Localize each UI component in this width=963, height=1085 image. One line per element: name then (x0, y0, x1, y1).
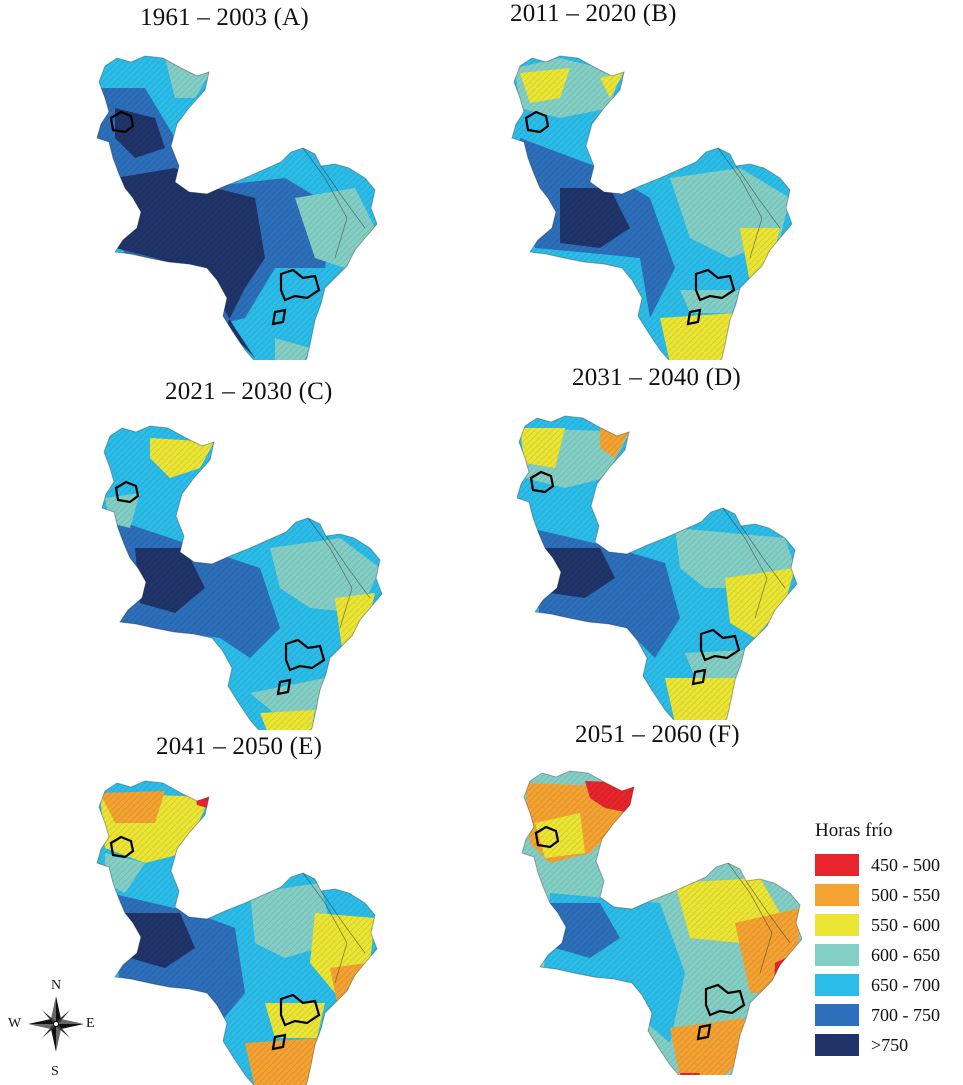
legend-item: 500 - 550 (815, 880, 955, 910)
compass-east-label: E (86, 1016, 95, 1031)
locality-outline (279, 993, 321, 1027)
compass-north-label: N (51, 978, 62, 993)
municipal-boundary (302, 872, 366, 984)
legend-item: >750 (815, 1030, 955, 1060)
legend-item: 450 - 500 (815, 850, 955, 880)
legend-label: 600 - 650 (871, 944, 940, 965)
map-panel-a: 1961 – 2003 (A) (80, 0, 400, 360)
locality-outline (271, 308, 287, 326)
locality-outline (114, 480, 140, 504)
relief-shading (512, 56, 792, 360)
region-map-f (521, 770, 803, 1075)
locality-outline (524, 110, 550, 134)
region-border (96, 55, 378, 360)
legend-swatch (815, 914, 859, 936)
relief-shading (522, 771, 802, 1075)
legend-label: 500 - 550 (871, 884, 940, 905)
legend-swatch (815, 854, 859, 876)
locality-outline (284, 638, 326, 672)
region-border (96, 780, 378, 1085)
panel-title-c: 2021 – 2030 (C) (165, 378, 333, 405)
municipal-boundary (722, 507, 786, 619)
legend-label: 650 - 700 (871, 974, 940, 995)
compass-star-icon (28, 996, 84, 1052)
legend-item: 600 - 650 (815, 940, 955, 970)
locality-outline (696, 1023, 712, 1041)
legend: Horas frío 450 - 500 500 - 550 550 - 600… (815, 820, 955, 1060)
compass-south-label: S (51, 1064, 59, 1079)
legend-label: 550 - 600 (871, 914, 940, 935)
relief-shading (97, 56, 377, 360)
relief-shading (102, 426, 382, 730)
locality-outline (279, 268, 321, 302)
map-panel-b: 2011 – 2020 (B) (495, 0, 815, 360)
municipal-boundary (727, 862, 791, 974)
locality-outline (271, 1033, 287, 1051)
locality-outline (704, 983, 746, 1017)
panel-title-f: 2051 – 2060 (F) (575, 721, 740, 748)
locality-outline (699, 628, 741, 662)
locality-outline (276, 678, 292, 696)
region-border (516, 415, 798, 720)
region-map-a (96, 55, 378, 360)
region-border (101, 425, 383, 730)
map-panel-e: 2041 – 2050 (E) (80, 725, 400, 1085)
municipal-boundary (302, 147, 366, 259)
legend-swatch (815, 884, 859, 906)
map-panel-c: 2021 – 2030 (C) (85, 370, 405, 730)
legend-title: Horas frío (815, 820, 893, 841)
municipal-boundary (307, 517, 371, 629)
region-map-d (516, 415, 798, 720)
legend-label: >750 (871, 1034, 909, 1055)
map-panel-d: 2031 – 2040 (D) (500, 360, 820, 720)
locality-outline (691, 668, 707, 686)
locality-outline (694, 268, 736, 302)
legend-swatch (815, 974, 859, 996)
legend-swatch (815, 944, 859, 966)
legend-label: 700 - 750 (871, 1004, 940, 1025)
panel-title-d: 2031 – 2040 (D) (572, 364, 741, 391)
locality-outline (529, 470, 555, 494)
locality-outline (109, 835, 135, 859)
compass-west-label: W (8, 1016, 22, 1031)
region-map-b (511, 55, 793, 360)
map-panel-f: 2051 – 2060 (F) (505, 715, 825, 1075)
region-map-c (101, 425, 383, 730)
panel-title-b: 2011 – 2020 (B) (510, 0, 677, 27)
municipal-boundary (717, 147, 781, 259)
region-map-e (96, 780, 378, 1085)
relief-shading (517, 416, 797, 720)
relief-shading (97, 781, 377, 1085)
locality-outline (534, 825, 560, 849)
legend-item: 700 - 750 (815, 1000, 955, 1030)
panel-title-e: 2041 – 2050 (E) (156, 733, 323, 760)
compass-rose: N S E W (6, 978, 102, 1080)
legend-swatch (815, 1034, 859, 1056)
legend-swatch (815, 1004, 859, 1026)
legend-item: 550 - 600 (815, 910, 955, 940)
legend-item: 650 - 700 (815, 970, 955, 1000)
region-border (511, 55, 793, 360)
locality-outline (686, 308, 702, 326)
locality-outline (109, 110, 135, 134)
region-border (521, 770, 803, 1075)
legend-label: 450 - 500 (871, 854, 940, 875)
panel-title-a: 1961 – 2003 (A) (140, 4, 309, 31)
